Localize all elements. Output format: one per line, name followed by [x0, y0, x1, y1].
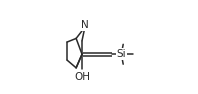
Text: Si: Si — [117, 49, 126, 59]
Text: OH: OH — [74, 72, 90, 82]
Text: N: N — [81, 20, 89, 30]
